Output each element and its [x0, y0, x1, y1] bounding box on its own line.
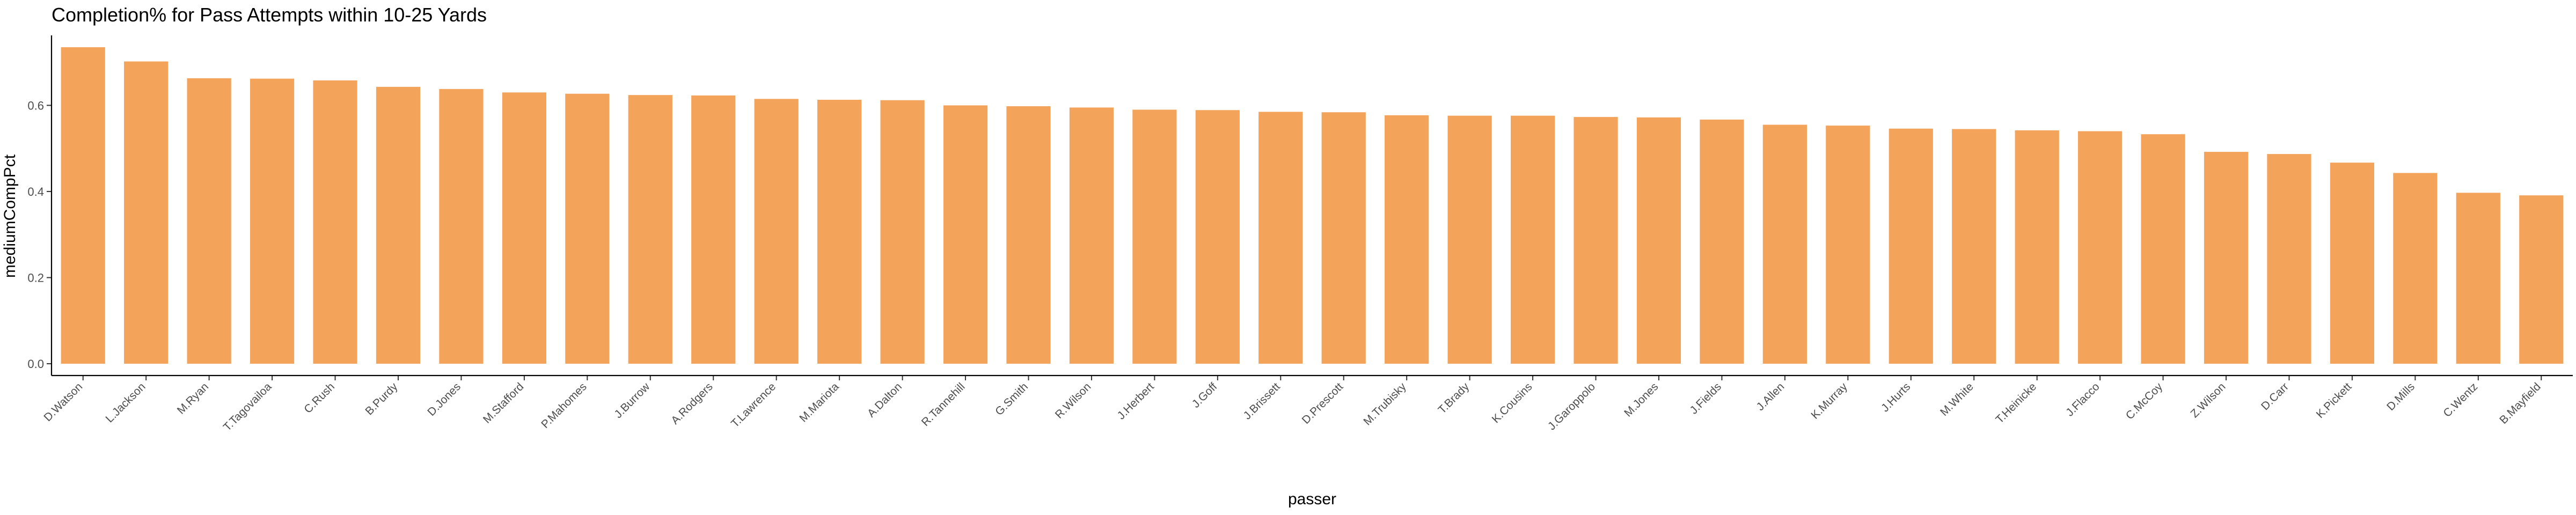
x-tick-label: T.Heinicke	[1993, 380, 2039, 426]
bar	[2519, 195, 2564, 364]
bar	[1574, 117, 1618, 364]
x-tick-label: C.Rush	[302, 380, 337, 416]
bar	[1069, 107, 1114, 364]
x-tick-label: D.Carr	[2259, 380, 2291, 413]
bar	[2078, 131, 2123, 364]
x-tick-label: B.Purdy	[363, 380, 400, 417]
bar	[2204, 152, 2249, 364]
x-tick-label: J.Burrow	[612, 380, 652, 421]
y-tick-label: 0.2	[27, 271, 44, 284]
x-tick-label: A.Dalton	[865, 380, 904, 420]
x-tick-label: Z.Wilson	[2189, 380, 2228, 420]
bar	[1636, 117, 1681, 364]
bar	[1132, 109, 1177, 364]
x-tick-label: D.Watson	[41, 380, 85, 424]
chart-title: Completion% for Pass Attempts within 10-…	[52, 4, 487, 26]
bar	[439, 89, 484, 364]
x-tick-label: G.Smith	[993, 380, 1030, 418]
x-tick-label: P.Mahomes	[539, 380, 589, 431]
bar	[1762, 124, 1807, 364]
bar	[1006, 106, 1051, 364]
x-tick-label: M.White	[1938, 380, 1976, 418]
bar	[2456, 193, 2500, 364]
bar	[2015, 130, 2059, 364]
bar	[1447, 115, 1492, 364]
bars-group	[61, 47, 2564, 364]
bar	[1510, 115, 1555, 364]
x-tick-label: J.Garoppolo	[1546, 380, 1598, 432]
x-tick-label: T.Tagovailoa	[221, 380, 274, 433]
bar	[880, 100, 925, 364]
x-tick-label: M.Jones	[1622, 380, 1660, 419]
x-tick-label: J.Allen	[1754, 380, 1787, 413]
y-tick-label: 0.0	[27, 357, 44, 371]
bar	[1826, 126, 1870, 364]
bar	[1258, 112, 1303, 364]
bar	[124, 61, 169, 364]
x-tick-label: R.Tannehill	[919, 380, 968, 429]
x-tick-label: C.Wentz	[2441, 380, 2480, 420]
x-tick-label: R.Wilson	[1053, 380, 1094, 421]
bar	[313, 80, 357, 364]
x-tick-label: M.Trubisky	[1361, 380, 1409, 428]
bar	[817, 99, 862, 364]
x-tick-label: D.Prescott	[1300, 380, 1346, 426]
x-tick-label: T.Lawrence	[729, 380, 778, 430]
x-tick-label: M.Mariota	[797, 380, 841, 424]
y-tick-label: 0.4	[27, 185, 44, 198]
x-axis-title: passer	[1288, 490, 1336, 508]
x-tick-label: J.Hurts	[1879, 380, 1913, 414]
bar	[502, 92, 546, 364]
bar	[628, 95, 672, 364]
y-axis: 0.0 0.2 0.4 0.6	[27, 35, 53, 376]
bar	[2267, 154, 2311, 364]
x-tick-label: B.Mayfield	[2497, 380, 2543, 426]
bar	[1195, 110, 1240, 364]
x-tick-label: T.Brady	[1436, 380, 1472, 416]
bar	[61, 47, 105, 364]
x-tick-label: J.Brissett	[1241, 380, 1282, 422]
x-tick-label: D.Mills	[2384, 380, 2417, 413]
x-tick-label: J.Flacco	[2063, 380, 2102, 419]
x-tick-label: J.Goff	[1190, 380, 1220, 410]
x-tick-label: M.Stafford	[481, 380, 526, 425]
bar	[376, 86, 421, 364]
x-tick-label: K.Murray	[1809, 380, 1850, 422]
bar	[250, 78, 295, 364]
x-tick-label: M.Ryan	[175, 380, 211, 416]
y-tick-label: 0.6	[27, 99, 44, 112]
bar	[565, 93, 610, 364]
x-axis: D.Watson L.Jackson M.Ryan T.Tagovailoa C.Rus…	[41, 374, 2573, 433]
bar	[1321, 112, 1366, 364]
bar	[1385, 115, 1429, 364]
bar	[943, 105, 988, 364]
x-tick-label: K.Pickett	[2314, 380, 2354, 421]
x-tick-label: K.Cousins	[1490, 380, 1535, 425]
x-tick-label: A.Rodgers	[669, 380, 715, 426]
bar	[2330, 163, 2375, 364]
x-tick-label: J.Herbert	[1115, 380, 1157, 422]
x-tick-label: C.McCoy	[2124, 380, 2165, 422]
bar	[187, 78, 231, 364]
y-axis-title: mediumCompPct	[1, 154, 19, 278]
bar	[1889, 128, 1933, 364]
bar	[2141, 134, 2185, 364]
x-tick-label: L.Jackson	[104, 380, 148, 425]
bar	[2393, 173, 2438, 364]
x-tick-label: J.Fields	[1688, 380, 1724, 416]
bar	[754, 99, 799, 364]
bar	[1952, 129, 1996, 364]
x-tick-label: D.Jones	[425, 380, 463, 418]
bar	[691, 95, 736, 364]
bar	[1700, 119, 1744, 364]
